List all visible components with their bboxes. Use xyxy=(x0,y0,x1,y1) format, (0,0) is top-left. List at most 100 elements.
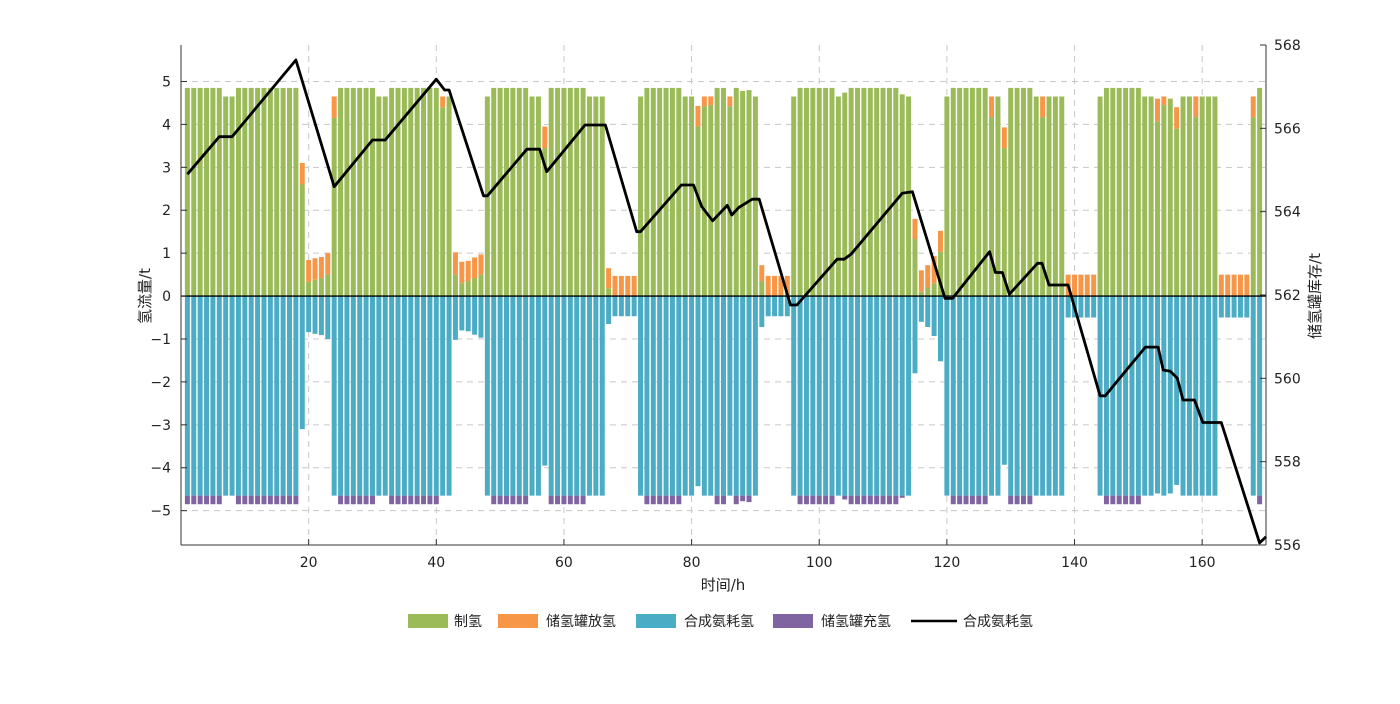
bar-production xyxy=(944,97,949,297)
bar-consumption xyxy=(319,296,324,335)
bar-consumption xyxy=(1187,296,1192,496)
bar-discharge xyxy=(1161,97,1166,106)
bar-consumption xyxy=(868,296,873,496)
bar-consumption xyxy=(613,296,618,316)
bar-consumption xyxy=(281,296,286,496)
bar-consumption xyxy=(268,296,273,496)
bar-production xyxy=(287,88,292,296)
bar-production xyxy=(1123,88,1128,296)
bar-production xyxy=(734,88,739,296)
bar-consumption xyxy=(485,296,490,496)
bar-charge xyxy=(747,496,752,502)
bar-consumption xyxy=(932,296,937,336)
y-tick-label-left: 3 xyxy=(162,160,171,176)
bar-discharge xyxy=(727,97,732,107)
bar-charge xyxy=(357,496,362,505)
bar-consumption xyxy=(919,296,924,322)
bar-charge xyxy=(868,496,873,505)
bar-discharge xyxy=(459,262,464,283)
bar-consumption xyxy=(1174,296,1179,485)
bar-consumption xyxy=(364,296,369,496)
bar-discharge xyxy=(708,97,713,106)
bar-production xyxy=(1027,88,1032,296)
bar-charge xyxy=(370,496,375,505)
bar-consumption xyxy=(408,296,413,496)
bar-charge xyxy=(976,496,981,505)
bar-consumption xyxy=(357,296,362,496)
bar-consumption xyxy=(670,296,675,496)
bar-consumption xyxy=(1212,296,1217,496)
y-tick-label-right: 564 xyxy=(1274,205,1301,221)
bar-consumption xyxy=(740,296,745,496)
bar-consumption xyxy=(593,296,598,496)
bar-production xyxy=(268,88,273,296)
bar-consumption xyxy=(766,296,771,316)
bar-production xyxy=(1129,88,1134,296)
bar-production xyxy=(376,97,381,297)
bar-consumption xyxy=(338,296,343,496)
bar-consumption xyxy=(747,296,752,496)
bar-production xyxy=(1161,105,1166,296)
bar-consumption xyxy=(995,296,1000,496)
y-tick-label-right: 560 xyxy=(1274,371,1301,387)
bar-consumption xyxy=(453,296,458,340)
bar-charge xyxy=(670,496,675,505)
bar-production xyxy=(236,88,241,296)
bar-production xyxy=(1015,88,1020,296)
bar-production xyxy=(223,97,228,297)
bar-production xyxy=(593,97,598,297)
bar-production xyxy=(466,281,471,296)
y-tick-label-right: 566 xyxy=(1274,121,1301,137)
bar-production xyxy=(810,88,815,296)
bar-production xyxy=(351,88,356,296)
bar-charge xyxy=(498,496,503,505)
bar-consumption xyxy=(517,296,522,496)
bar-discharge xyxy=(1078,275,1083,296)
bar-charge xyxy=(830,496,835,505)
bar-consumption xyxy=(625,296,630,316)
bar-consumption xyxy=(823,296,828,496)
bar-consumption xyxy=(249,296,254,496)
bar-production xyxy=(1200,97,1205,297)
bar-charge xyxy=(249,496,254,505)
bar-production xyxy=(1187,97,1192,297)
bar-production xyxy=(217,88,222,296)
legend-label-discharge: 储氢罐放氢 xyxy=(546,614,616,630)
bar-charge xyxy=(408,496,413,505)
bar-charge xyxy=(664,496,669,505)
bar-production xyxy=(504,88,509,296)
bar-production xyxy=(912,239,917,296)
bar-charge xyxy=(510,496,515,505)
bar-consumption xyxy=(676,296,681,496)
bar-production xyxy=(370,88,375,296)
bar-production xyxy=(753,97,758,297)
bar-production xyxy=(510,88,515,296)
bar-consumption xyxy=(242,296,247,496)
bar-charge xyxy=(351,496,356,505)
bar-production xyxy=(523,88,528,296)
bar-consumption xyxy=(900,296,905,496)
x-tick-label: 100 xyxy=(806,555,833,571)
bar-consumption xyxy=(1066,296,1071,317)
bar-consumption xyxy=(306,296,311,332)
bar-discharge xyxy=(300,163,305,184)
bar-consumption xyxy=(906,296,911,496)
y-axis-label-right: 储氢罐库存/t xyxy=(1306,253,1324,339)
bar-charge xyxy=(983,496,988,505)
bar-consumption xyxy=(255,296,260,496)
bar-production xyxy=(1053,97,1058,297)
bar-consumption xyxy=(804,296,809,496)
bar-consumption xyxy=(536,296,541,496)
bar-consumption xyxy=(325,296,330,339)
bar-consumption xyxy=(498,296,503,496)
bar-production xyxy=(389,88,394,296)
bar-production xyxy=(198,88,203,296)
bar-charge xyxy=(581,496,586,505)
x-tick-label: 60 xyxy=(555,555,573,571)
bar-discharge xyxy=(466,261,471,281)
bar-charge xyxy=(293,496,298,505)
bar-consumption xyxy=(938,296,943,361)
bar-charge xyxy=(268,496,273,505)
bar-charge xyxy=(740,496,745,502)
bar-discharge xyxy=(759,265,764,281)
